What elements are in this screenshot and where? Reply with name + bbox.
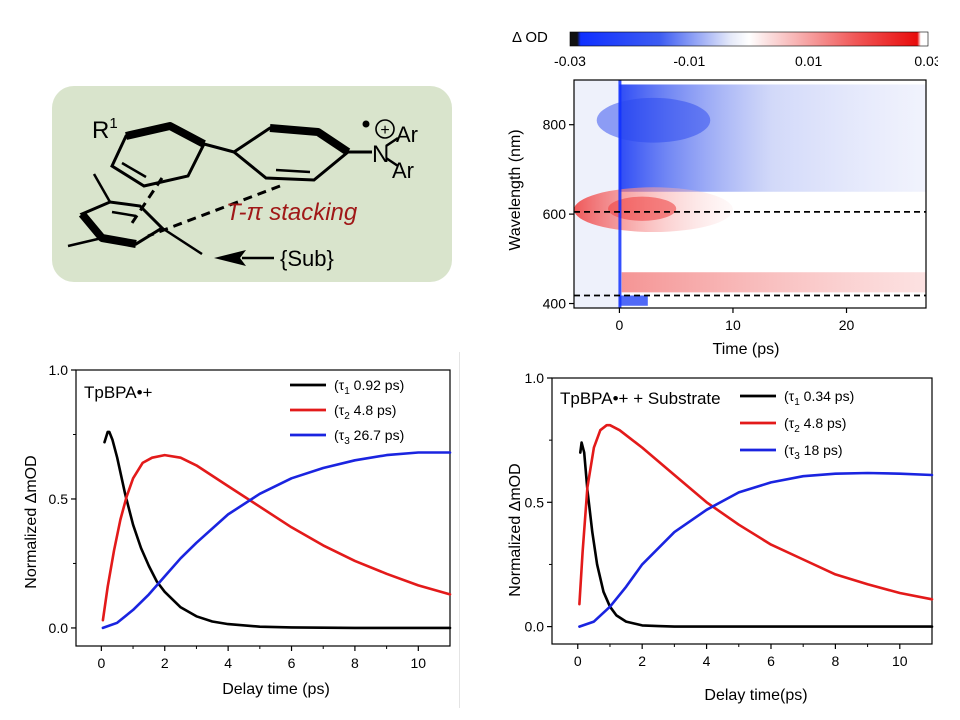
heatmap-x-tick-label: 20 (839, 317, 855, 333)
series-line-3 (578, 471, 934, 628)
kinetics-1-x-axis-label: Delay time (ps) (222, 681, 330, 698)
methyl-left (67, 236, 103, 248)
x-tick-label: 0 (574, 653, 582, 669)
ar-bottom-label: Ar (392, 158, 414, 183)
scheme-panel: R1 N + Ar Ar T-π stacking {Sub} (52, 86, 452, 282)
kinetics-panel-1: 0 2 4 6 8 10 0.0 0.5 1.0 (τ1 0.92 ps) (τ2 4.8 ps)… (14, 362, 454, 702)
heatmap-x-tick-label: 0 (616, 317, 624, 333)
heatmap-svg: Δ OD -0.03 -0.01 0.01 0.03 0 10 20 400 600 800 T… (507, 29, 942, 358)
nitrogen-label: N (372, 141, 389, 168)
biaryl-bond (203, 142, 235, 154)
x-tick-label: 2 (161, 655, 169, 671)
series-line-2 (101, 453, 452, 622)
colorbar-ticks: -0.03 -0.01 0.01 0.03 (554, 53, 942, 69)
kinetics-2-legend: (τ1 0.34 ps) (τ2 4.8 ps) (τ3 18 ps) (740, 388, 854, 462)
y-tick-label: 1.0 (525, 370, 545, 386)
t-stacking-label: T-π stacking (226, 199, 358, 226)
kinetics-2-y-axis-label: Normalized ΔmOD (507, 463, 524, 596)
series-line-3 (101, 451, 452, 630)
n-ar-bond-bottom (385, 156, 399, 168)
right-ring-bold-edge (269, 124, 351, 156)
heatmap-plot-area (574, 80, 926, 308)
kinetics-2-series (578, 423, 934, 628)
substrate-inner-bond (111, 210, 137, 218)
x-tick-label: 0 (97, 655, 105, 671)
panel-divider (459, 352, 460, 708)
cation-circle-icon (375, 119, 395, 139)
colorbar-tick-label: -0.01 (673, 53, 705, 69)
kinetics-2-axes: 0 2 4 6 8 10 0.0 0.5 1.0 (525, 370, 933, 669)
heatmap-y-tick-label: 600 (543, 206, 567, 222)
series-line-1 (103, 430, 452, 630)
heatmap-y-axis-label: Wavelength (nm) (507, 129, 524, 250)
colorbar-label: Δ OD (512, 29, 548, 46)
scheme-svg: R1 N + Ar Ar T-π stacking {Sub} (52, 86, 452, 282)
legend-label-3: (τ3 26.7 ps) (334, 427, 404, 447)
colorbar-tick-label: -0.03 (554, 53, 586, 69)
y-tick-label: 1.0 (49, 362, 69, 378)
methyl-top (92, 173, 112, 203)
radical-dot-icon (362, 120, 370, 128)
x-tick-label: 10 (892, 653, 908, 669)
legend-label-3: (τ3 18 ps) (784, 442, 843, 462)
x-tick-label: 8 (351, 655, 359, 671)
heatmap-positive-core (608, 196, 677, 221)
kinetics-chart-2: 0 2 4 6 8 10 0.0 0.5 1.0 (τ1 0.34 ps) (τ2 4.8 ps)… (507, 370, 934, 704)
x-tick-label: 10 (411, 655, 427, 671)
kinetics-2-annotation: TpBPA•+ + Substrate (560, 389, 721, 408)
kinetics-1-legend: (τ1 0.92 ps) (τ2 4.8 ps) (τ3 26.7 ps) (290, 377, 404, 447)
legend-label-2: (τ2 4.8 ps) (334, 402, 396, 422)
kinetics-1-series (101, 430, 452, 630)
plot-frame (551, 377, 933, 645)
substrate-arrow-icon (214, 250, 246, 266)
t-stacking-dash-2 (147, 184, 281, 238)
heatmap-axes: 0 10 20 400 600 800 (543, 79, 927, 333)
legend-label-1: (τ1 0.92 ps) (334, 377, 404, 397)
y-tick-label: 0.0 (49, 620, 69, 636)
methyl-right (161, 226, 203, 256)
ar-top-label: Ar (396, 122, 418, 147)
kinetics-chart-1: 0 2 4 6 8 10 0.0 0.5 1.0 (τ1 0.92 ps) (τ2 4.8 ps)… (23, 362, 452, 698)
heatmap-panel: Δ OD -0.03 -0.01 0.01 0.03 0 10 20 400 600 800 T… (498, 20, 942, 360)
kinetics-panel-2: 0 2 4 6 8 10 0.0 0.5 1.0 (τ1 0.34 ps) (τ2 4.8 ps)… (494, 362, 940, 708)
r1-label: R1 (92, 115, 118, 144)
y-tick-label: 0.5 (525, 494, 545, 510)
colorbar-tick-label: 0.01 (795, 53, 822, 69)
heatmap-bottom-negative-band (619, 295, 648, 306)
right-ring-inner-bond (275, 168, 311, 174)
t-stacking-dash-1 (128, 177, 164, 227)
heatmap-x-tick-label: 10 (725, 317, 741, 333)
heatmap-negative-core (596, 97, 711, 143)
heatmap-frame (573, 79, 927, 309)
left-ring-bold-edge (125, 122, 206, 148)
sub-label: {Sub} (280, 246, 334, 271)
colorbar-tick-label: 0.03 (914, 53, 938, 69)
x-tick-label: 4 (703, 653, 711, 669)
plot-frame (75, 369, 451, 647)
left-ring-inner-bond (121, 161, 147, 179)
x-tick-label: 4 (224, 655, 232, 671)
x-tick-label: 2 (638, 653, 646, 669)
legend-label-2: (τ2 4.8 ps) (784, 415, 846, 435)
x-tick-label: 6 (767, 653, 775, 669)
y-tick-label: 0.5 (49, 491, 69, 507)
kinetics-1-annotation: TpBPA•+ (84, 383, 153, 402)
heatmap-x-axis-label: Time (ps) (713, 341, 780, 358)
x-tick-label: 8 (831, 653, 839, 669)
heatmap-y-tick-label: 400 (543, 296, 567, 312)
kinetics-1-axes: 0 2 4 6 8 10 0.0 0.5 1.0 (49, 362, 451, 671)
heatmap-low-positive-band (621, 272, 926, 293)
y-tick-label: 0.0 (525, 619, 545, 635)
n-ar-bond-top (385, 136, 399, 148)
x-tick-label: 6 (288, 655, 296, 671)
kinetics-1-y-axis-label: Normalized ΔmOD (23, 455, 40, 588)
legend-label-1: (τ1 0.34 ps) (784, 388, 854, 408)
heatmap-time-zero-edge (618, 80, 622, 308)
colorbar (569, 31, 929, 47)
series-line-2 (578, 423, 934, 606)
kinetics-2-x-axis-label: Delay time(ps) (704, 687, 807, 704)
heatmap-y-tick-label: 800 (543, 117, 567, 133)
cation-plus-label: + (380, 122, 389, 139)
